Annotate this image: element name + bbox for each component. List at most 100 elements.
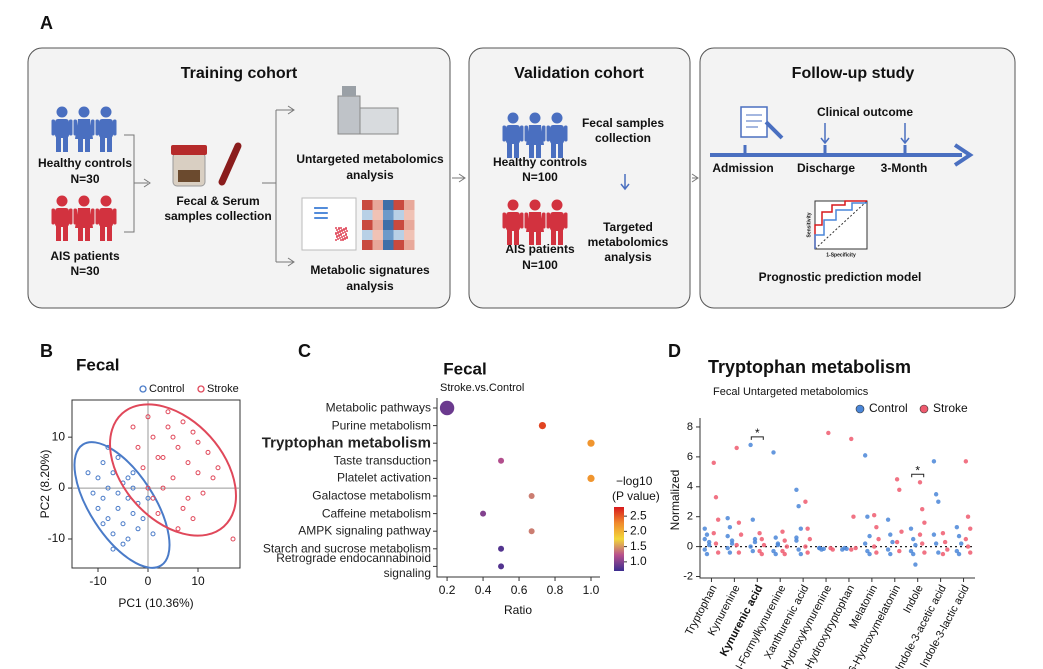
point bbox=[913, 542, 918, 548]
person-icon bbox=[564, 212, 568, 229]
point bbox=[155, 455, 161, 461]
point bbox=[899, 529, 904, 534]
point bbox=[734, 445, 739, 451]
person-icon bbox=[100, 106, 112, 118]
person-icon bbox=[113, 208, 117, 225]
point bbox=[715, 517, 721, 522]
point bbox=[894, 477, 900, 482]
heatmap-cell bbox=[362, 220, 373, 230]
point bbox=[933, 541, 939, 546]
person-icon bbox=[56, 137, 61, 152]
person-icon bbox=[73, 119, 77, 136]
point bbox=[965, 544, 971, 549]
person-icon bbox=[514, 143, 519, 158]
point bbox=[782, 538, 787, 543]
step-label: analysis bbox=[604, 250, 652, 264]
significance-bracket bbox=[911, 473, 925, 478]
point bbox=[851, 514, 856, 519]
group-label: AIS patients bbox=[505, 242, 575, 256]
point bbox=[100, 521, 106, 527]
point bbox=[748, 442, 753, 448]
timeline-arrow bbox=[953, 143, 974, 167]
heatmap-cell bbox=[393, 210, 404, 220]
point bbox=[897, 487, 902, 492]
point bbox=[130, 424, 136, 430]
point bbox=[871, 544, 877, 549]
point bbox=[936, 499, 941, 504]
point bbox=[890, 539, 895, 545]
point bbox=[185, 460, 191, 466]
person-icon bbox=[107, 226, 112, 241]
person-icon bbox=[78, 195, 90, 207]
pca-icon-dot bbox=[345, 227, 347, 229]
person-icon bbox=[550, 125, 564, 144]
person-icon bbox=[91, 119, 95, 136]
pca-icon-dot bbox=[335, 227, 337, 229]
box-title: Training cohort bbox=[181, 65, 298, 82]
panel-label: B bbox=[40, 341, 53, 361]
bubble bbox=[439, 400, 455, 416]
heatmap-cell bbox=[362, 240, 373, 250]
point bbox=[210, 475, 216, 481]
bubble bbox=[498, 545, 505, 552]
colorbar-title: (P value) bbox=[612, 489, 660, 503]
person-icon bbox=[75, 208, 93, 228]
point bbox=[805, 526, 810, 531]
point bbox=[794, 487, 799, 492]
followup-box bbox=[699, 47, 1016, 309]
point bbox=[145, 485, 151, 491]
pca-icon-dot bbox=[337, 238, 339, 240]
point bbox=[773, 551, 778, 557]
person-icon bbox=[558, 230, 563, 245]
heatmap-cell bbox=[404, 200, 415, 210]
x-tick-label: -10 bbox=[89, 574, 107, 588]
point bbox=[936, 550, 941, 555]
x-tick-label: Indole bbox=[901, 583, 926, 615]
point bbox=[796, 504, 801, 509]
pca-icon-dot bbox=[323, 212, 325, 214]
point bbox=[794, 535, 799, 540]
point bbox=[727, 524, 733, 530]
point bbox=[782, 551, 787, 557]
person-icon bbox=[542, 125, 546, 142]
point bbox=[826, 430, 831, 436]
tube-icon bbox=[218, 142, 242, 186]
legend-marker bbox=[197, 385, 205, 393]
point bbox=[761, 542, 767, 548]
point bbox=[965, 514, 971, 519]
point bbox=[911, 536, 916, 542]
pca-icon-dot bbox=[339, 237, 341, 239]
point bbox=[713, 495, 719, 500]
point bbox=[150, 495, 156, 501]
point bbox=[125, 475, 131, 481]
group-n: N=30 bbox=[70, 264, 99, 278]
point bbox=[704, 532, 710, 537]
plot-frame bbox=[71, 399, 241, 569]
point bbox=[931, 459, 937, 464]
y-tick-label: 4 bbox=[687, 481, 693, 493]
point bbox=[115, 455, 121, 461]
person-icon bbox=[69, 119, 73, 136]
heatmap-cell bbox=[372, 210, 383, 220]
person-icon bbox=[529, 143, 534, 158]
step-label: analysis bbox=[346, 279, 394, 293]
point bbox=[175, 526, 181, 532]
person-icon bbox=[506, 125, 520, 144]
point bbox=[711, 530, 716, 536]
point bbox=[736, 550, 742, 555]
pca-icon-dot bbox=[346, 236, 348, 238]
point bbox=[940, 530, 946, 536]
bubble bbox=[498, 563, 505, 570]
person-icon bbox=[107, 137, 112, 152]
point bbox=[862, 541, 868, 546]
pca-icon-dot bbox=[344, 237, 346, 239]
point bbox=[160, 485, 166, 491]
point bbox=[135, 444, 141, 450]
pca-icon-dot bbox=[340, 233, 342, 235]
person-icon bbox=[78, 106, 90, 118]
legend-label: Stroke bbox=[933, 401, 968, 415]
category-label: Galactose metabolism bbox=[312, 488, 431, 503]
point bbox=[704, 551, 710, 557]
person-icon bbox=[78, 137, 83, 152]
pca-icon-dot bbox=[344, 231, 346, 233]
